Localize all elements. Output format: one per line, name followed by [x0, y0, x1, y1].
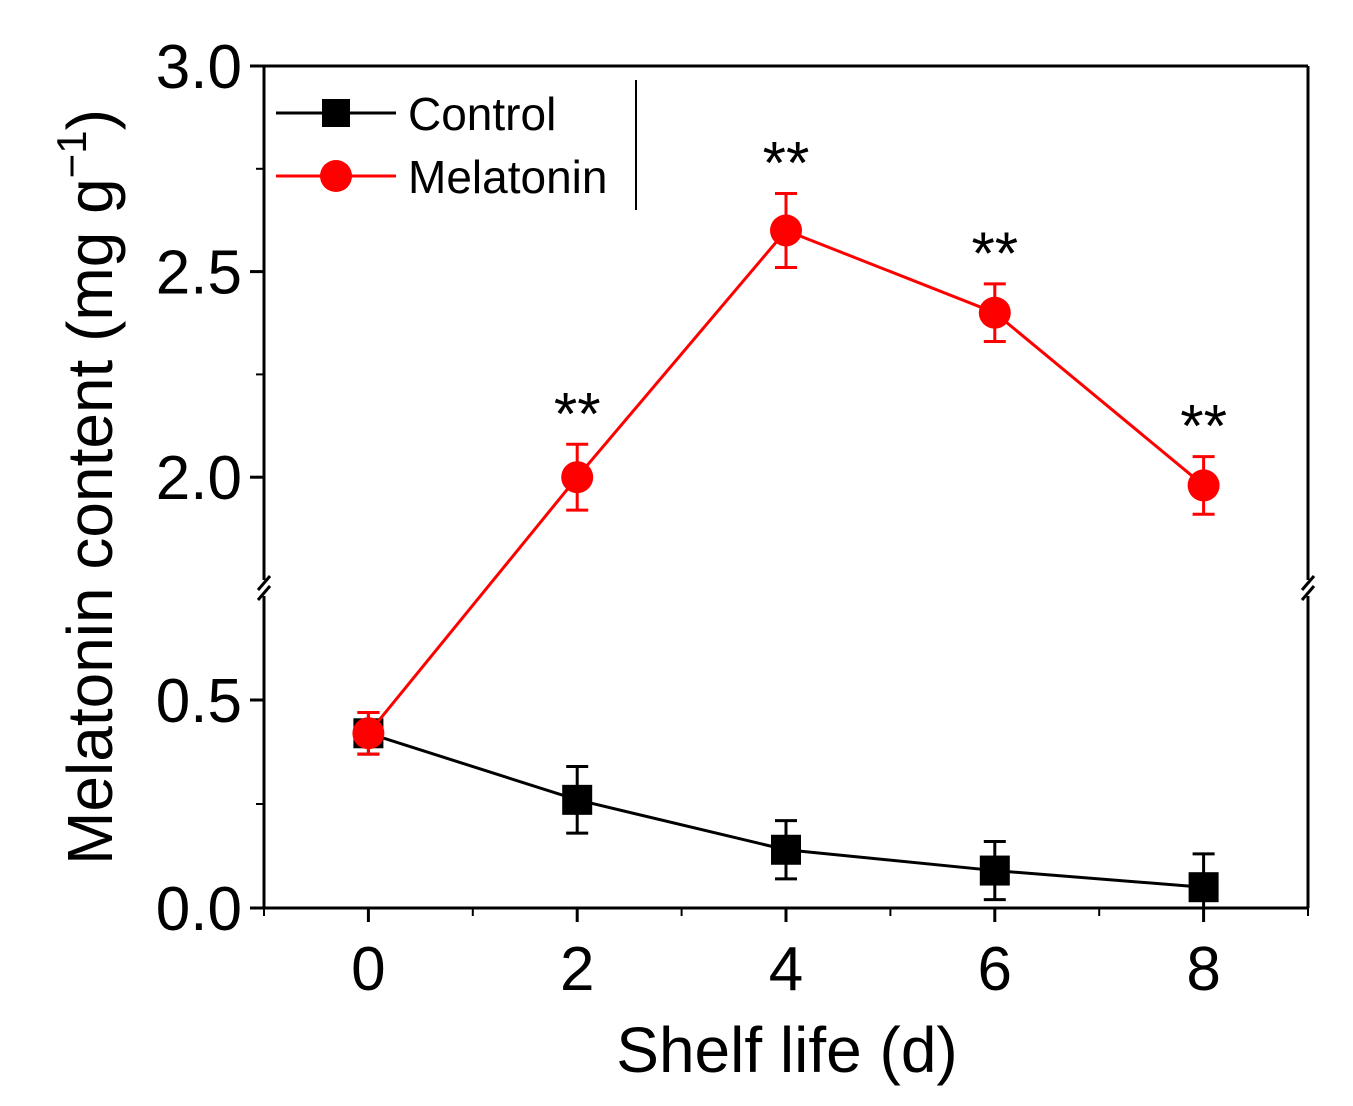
data-point [771, 834, 801, 865]
significance-label: ** [1180, 393, 1227, 460]
x-tick-label: 2 [560, 935, 594, 1004]
legend-melatonin-marker [320, 160, 352, 192]
legend-melatonin-label: Melatonin [408, 151, 607, 203]
x-tick-label: 4 [769, 935, 803, 1004]
axis-break-mark-right-a [1300, 575, 1316, 591]
data-point [979, 855, 1010, 886]
axis-ticks: 0.0 0.5 2.0 2.5 3.0 0 2 4 6 8 [156, 33, 1309, 1004]
y-axis-label: Melatonin content (mg g−1) [48, 109, 126, 865]
data-point [770, 214, 802, 247]
y-tick-label: 2.5 [156, 239, 242, 308]
y-tick-label: 0.5 [156, 667, 242, 736]
legend-control-label: Control [408, 88, 556, 140]
data-point [561, 461, 594, 494]
data-point [978, 296, 1011, 329]
axis-break-mark-left-b [256, 585, 272, 601]
y-tick-label: 3.0 [156, 33, 242, 102]
x-tick-label: 8 [1186, 935, 1220, 1004]
significance-label: ** [971, 220, 1018, 287]
x-tick-label: 0 [351, 935, 385, 1004]
annotations: ** ** ** ** [554, 129, 1227, 459]
y-tick-label: 2.0 [156, 444, 242, 513]
x-axis-label: Shelf life (d) [616, 1014, 957, 1086]
data-point [1188, 872, 1219, 903]
y-axis-label-close: ) [54, 109, 126, 130]
y-axis-label-main: Melatonin content (mg g [54, 178, 126, 865]
data-point [1187, 469, 1220, 502]
significance-label: ** [554, 380, 601, 447]
series-layer [352, 191, 1220, 910]
axis-break-mark-left-a [256, 575, 272, 591]
legend-control-marker [322, 99, 350, 127]
significance-label: ** [763, 129, 810, 196]
y-axis-label-superscript: −1 [48, 130, 95, 178]
y-tick-label: 0.0 [156, 875, 242, 944]
axis-break-mark-right-b [1300, 585, 1316, 601]
series-melatonin [352, 191, 1220, 756]
x-tick-label: 6 [978, 935, 1012, 1004]
data-point [562, 784, 593, 815]
legend: Control Melatonin [276, 80, 637, 210]
data-point [352, 717, 385, 750]
